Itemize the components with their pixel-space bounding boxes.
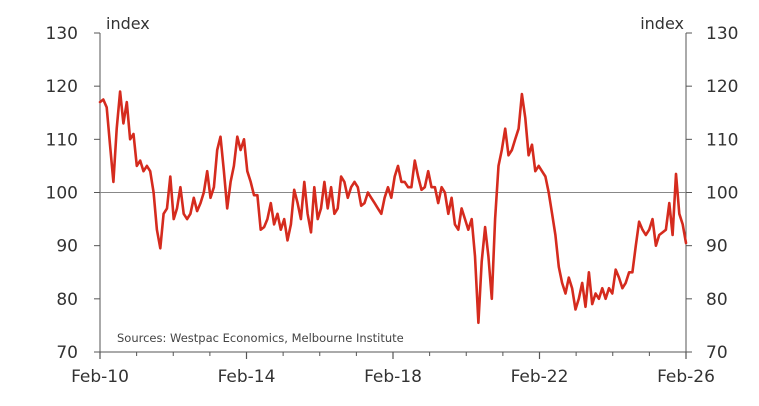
y-tick-label-left: 80 xyxy=(56,290,78,310)
x-tick-label: Feb-10 xyxy=(71,367,129,387)
source-note: Sources: Westpac Economics, Melbourne In… xyxy=(117,331,404,345)
y-tick-label-left: 70 xyxy=(56,343,78,363)
series-line xyxy=(98,90,688,325)
y-tick-label-right: 80 xyxy=(706,290,728,310)
y-tick-label-right: 100 xyxy=(706,184,738,204)
series-layer xyxy=(98,90,688,325)
y-tick-label-left: 110 xyxy=(46,130,78,150)
x-tick-label: Feb-22 xyxy=(511,367,569,387)
labels-layer: index index Sources: Westpac Economics, … xyxy=(106,14,684,345)
y-unit-right: index xyxy=(640,14,684,33)
y-tick-label-left: 130 xyxy=(46,24,78,44)
axes-layer: 70 70 80 80 90 90 100 100 110 110 120 120 130 130 Feb-… xyxy=(46,24,739,387)
y-tick-label-right: 70 xyxy=(706,343,728,363)
x-tick-label: Feb-14 xyxy=(218,367,276,387)
y-tick-label-left: 90 xyxy=(56,237,78,257)
y-tick-label-left: 100 xyxy=(46,184,78,204)
y-tick-label-right: 130 xyxy=(706,24,738,44)
y-unit-left: index xyxy=(106,14,150,33)
y-tick-label-right: 90 xyxy=(706,237,728,257)
y-tick-label-right: 120 xyxy=(706,77,738,97)
y-tick-label-left: 120 xyxy=(46,77,78,97)
x-tick-label: Feb-26 xyxy=(657,367,715,387)
y-tick-label-right: 110 xyxy=(706,130,738,150)
x-tick-label: Feb-18 xyxy=(364,367,422,387)
